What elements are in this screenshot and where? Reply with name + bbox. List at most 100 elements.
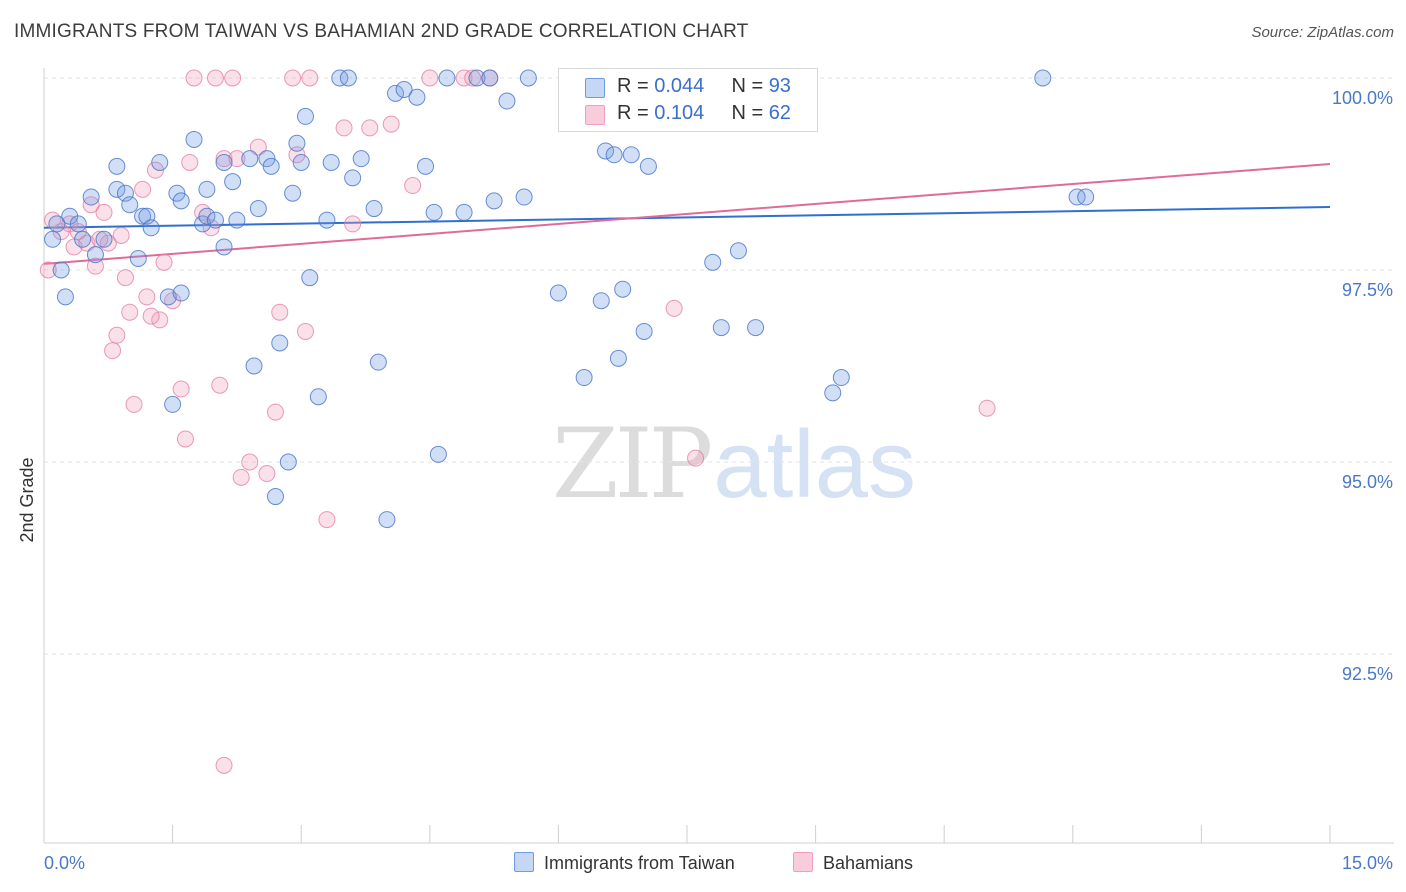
- data-point-taiwan: [515, 188, 533, 206]
- data-point-bahamians: [421, 69, 439, 87]
- data-point-taiwan: [824, 384, 842, 402]
- legend-n-label: N =: [731, 102, 769, 124]
- data-point-taiwan: [228, 211, 246, 229]
- data-point-taiwan: [344, 169, 362, 187]
- watermark-atlas: atlas: [713, 411, 916, 518]
- data-point-bahamians: [978, 399, 996, 417]
- legend-n-label: N =: [731, 75, 769, 97]
- data-point-taiwan: [832, 369, 850, 387]
- data-point-taiwan: [485, 192, 503, 210]
- data-point-taiwan: [52, 261, 70, 279]
- data-point-bahamians: [296, 322, 314, 340]
- data-point-taiwan: [369, 353, 387, 371]
- data-point-bahamians: [215, 150, 233, 168]
- data-point-taiwan: [194, 215, 212, 233]
- data-point-taiwan: [44, 230, 62, 248]
- data-point-bahamians: [206, 69, 224, 87]
- axes: [43, 68, 1394, 844]
- legend-swatch-bahamians: [585, 105, 605, 125]
- data-point-taiwan: [142, 219, 160, 237]
- y-tick-label: 92.5%: [1342, 664, 1393, 684]
- data-point-bahamians: [665, 299, 683, 317]
- data-point-taiwan: [258, 150, 276, 168]
- data-point-bahamians: [382, 115, 400, 133]
- data-point-taiwan: [95, 230, 113, 248]
- data-point-bahamians: [95, 203, 113, 221]
- data-point-taiwan: [635, 322, 653, 340]
- data-point-taiwan: [241, 150, 259, 168]
- source-label: Source: ZipAtlas.com: [1251, 24, 1394, 41]
- data-point-taiwan: [747, 319, 765, 337]
- data-point-taiwan: [129, 249, 147, 267]
- data-point-taiwan: [185, 130, 203, 148]
- data-point-bahamians: [687, 449, 705, 467]
- bottom-legend-taiwan: Immigrants from Taiwan: [514, 852, 735, 874]
- bottom-legend-swatch-taiwan: [514, 852, 534, 872]
- data-point-bahamians: [224, 69, 242, 87]
- watermark: ZIPatlas: [552, 408, 916, 520]
- data-point-taiwan: [639, 157, 657, 175]
- data-point-taiwan: [224, 173, 242, 191]
- data-point-bahamians: [361, 119, 379, 137]
- stats-legend: R = 0.044 N = 93 R = 0.104 N = 62: [558, 68, 818, 132]
- data-point-taiwan: [198, 180, 216, 198]
- data-point-bahamians: [271, 303, 289, 321]
- chart-title: IMMIGRANTS FROM TAIWAN VS BAHAMIAN 2ND G…: [14, 21, 749, 42]
- bottom-legend-label-bahamians: Bahamians: [823, 853, 914, 873]
- data-point-taiwan: [622, 146, 640, 164]
- data-point-bahamians: [241, 453, 259, 471]
- data-point-taiwan: [288, 134, 306, 152]
- data-point-taiwan: [614, 280, 632, 298]
- data-point-bahamians: [104, 342, 122, 360]
- data-point-taiwan: [387, 84, 405, 102]
- data-point-bahamians: [112, 226, 130, 244]
- data-point-bahamians: [301, 69, 319, 87]
- data-point-taiwan: [48, 215, 66, 233]
- data-point-bahamians: [121, 303, 139, 321]
- data-point-bahamians: [284, 69, 302, 87]
- data-point-taiwan: [279, 453, 297, 471]
- bahamians-points: [39, 69, 996, 774]
- data-point-taiwan: [365, 200, 383, 218]
- data-point-bahamians: [249, 138, 267, 156]
- data-point-bahamians: [176, 430, 194, 448]
- data-point-bahamians: [172, 380, 190, 398]
- data-point-taiwan: [74, 230, 92, 248]
- data-point-taiwan: [262, 157, 280, 175]
- data-point-taiwan: [271, 334, 289, 352]
- bottom-legend-label-taiwan: Immigrants from Taiwan: [544, 853, 735, 873]
- data-point-taiwan: [249, 200, 267, 218]
- data-point-taiwan: [121, 196, 139, 214]
- data-point-taiwan: [609, 349, 627, 367]
- data-point-taiwan: [108, 157, 126, 175]
- data-point-taiwan: [206, 211, 224, 229]
- x-tick-label: 15.0%: [1342, 853, 1393, 873]
- data-point-bahamians: [215, 756, 233, 774]
- data-point-taiwan: [134, 207, 152, 225]
- taiwan-points: [44, 69, 1095, 529]
- data-point-taiwan: [455, 203, 473, 221]
- data-point-bahamians: [335, 119, 353, 137]
- data-point-taiwan: [309, 388, 327, 406]
- data-point-taiwan: [284, 184, 302, 202]
- bottom-legend-swatch-bahamians: [793, 852, 813, 872]
- data-point-taiwan: [108, 180, 126, 198]
- data-point-bahamians: [155, 253, 173, 271]
- data-point-taiwan: [438, 69, 456, 87]
- y-tick-label: 95.0%: [1342, 472, 1393, 492]
- data-point-bahamians: [211, 376, 229, 394]
- data-point-taiwan: [245, 357, 263, 375]
- data-point-taiwan: [164, 395, 182, 413]
- data-point-bahamians: [344, 215, 362, 233]
- data-point-taiwan: [172, 192, 190, 210]
- data-point-bahamians: [86, 257, 104, 275]
- legend-r-value: 0.104: [654, 102, 705, 124]
- trend-line-bahamians: [43, 163, 1331, 265]
- data-point-taiwan: [712, 319, 730, 337]
- data-point-bahamians: [108, 326, 126, 344]
- data-point-taiwan: [549, 284, 567, 302]
- data-point-taiwan: [575, 369, 593, 387]
- data-point-bahamians: [134, 180, 152, 198]
- data-point-taiwan: [519, 69, 537, 87]
